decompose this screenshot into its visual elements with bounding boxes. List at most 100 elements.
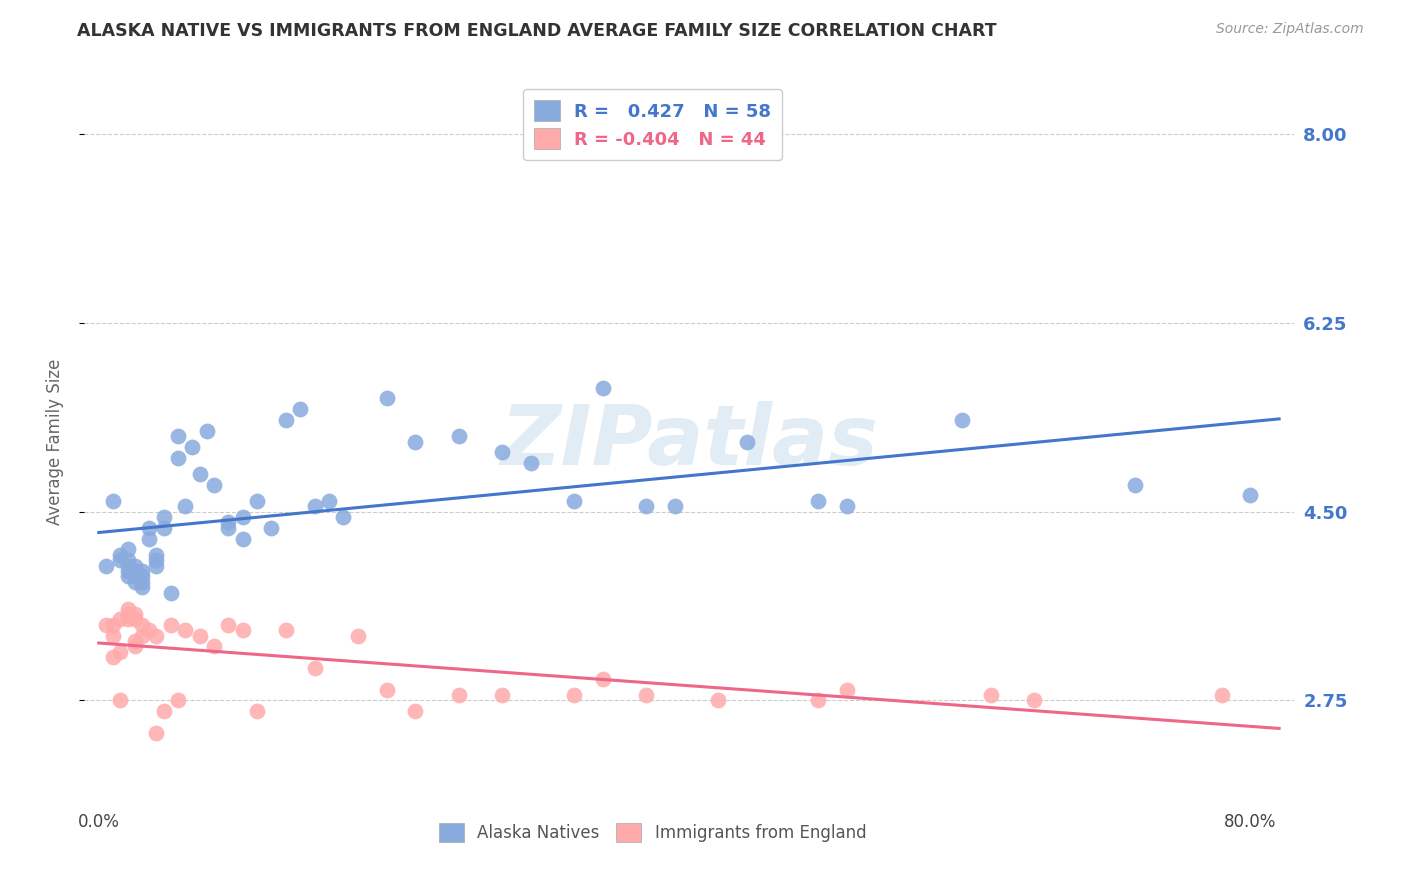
Point [952,413,974,427]
Point [124,558,146,573]
Point [217,516,239,530]
Point [232,532,254,546]
Point [562,688,585,702]
Point [110,645,132,659]
Point [138,521,160,535]
Point [167,429,190,443]
Point [1239,488,1261,502]
Point [117,558,139,573]
Point [837,682,859,697]
Text: Source: ZipAtlas.com: Source: ZipAtlas.com [1216,22,1364,37]
Point [101,493,124,508]
Legend: Alaska Natives, Immigrants from England: Alaska Natives, Immigrants from England [432,816,873,848]
Point [404,434,426,449]
Point [304,661,326,675]
Point [138,532,160,546]
Point [117,607,139,621]
Point [152,704,174,718]
Point [260,521,283,535]
Point [664,500,686,514]
Point [117,542,139,557]
Point [131,580,153,594]
Point [110,612,132,626]
Point [1211,688,1233,702]
Point [980,688,1002,702]
Point [735,434,758,449]
Point [145,629,167,643]
Point [274,413,297,427]
Point [807,693,830,707]
Point [131,569,153,583]
Point [131,564,153,578]
Point [304,500,326,514]
Point [202,640,225,654]
Point [217,618,239,632]
Point [404,704,426,718]
Point [519,456,541,470]
Point [195,424,218,438]
Point [491,445,513,459]
Point [159,618,181,632]
Point [181,440,204,454]
Point [246,704,269,718]
Point [447,688,470,702]
Point [152,510,174,524]
Point [217,521,239,535]
Point [634,500,657,514]
Point [347,629,370,643]
Point [124,634,146,648]
Point [124,574,146,589]
Point [232,510,254,524]
Point [117,569,139,583]
Point [634,688,657,702]
Point [152,521,174,535]
Point [174,624,197,638]
Point [375,392,398,406]
Point [562,493,585,508]
Point [117,564,139,578]
Point [124,569,146,583]
Point [110,548,132,562]
Point [332,510,354,524]
Point [447,429,470,443]
Y-axis label: Average Family Size: Average Family Size [45,359,63,524]
Point [807,493,830,508]
Point [592,672,614,686]
Point [131,629,153,643]
Point [706,693,728,707]
Point [124,612,146,626]
Point [491,688,513,702]
Text: ZIPatlas: ZIPatlas [501,401,877,482]
Point [94,618,117,632]
Point [202,477,225,491]
Point [124,640,146,654]
Point [290,402,312,417]
Text: ALASKA NATIVE VS IMMIGRANTS FROM ENGLAND AVERAGE FAMILY SIZE CORRELATION CHART: ALASKA NATIVE VS IMMIGRANTS FROM ENGLAND… [77,22,997,40]
Point [138,624,160,638]
Point [117,553,139,567]
Point [188,467,211,481]
Point [101,629,124,643]
Point [124,607,146,621]
Point [1024,693,1046,707]
Point [117,612,139,626]
Point [124,564,146,578]
Point [110,553,132,567]
Point [131,574,153,589]
Point [145,553,167,567]
Point [101,650,124,665]
Point [94,558,117,573]
Point [274,624,297,638]
Point [375,682,398,697]
Point [318,493,340,508]
Point [110,693,132,707]
Point [101,618,124,632]
Point [167,693,190,707]
Point [159,585,181,599]
Point [837,500,859,514]
Point [145,558,167,573]
Point [117,601,139,615]
Point [1123,477,1146,491]
Point [145,548,167,562]
Point [131,618,153,632]
